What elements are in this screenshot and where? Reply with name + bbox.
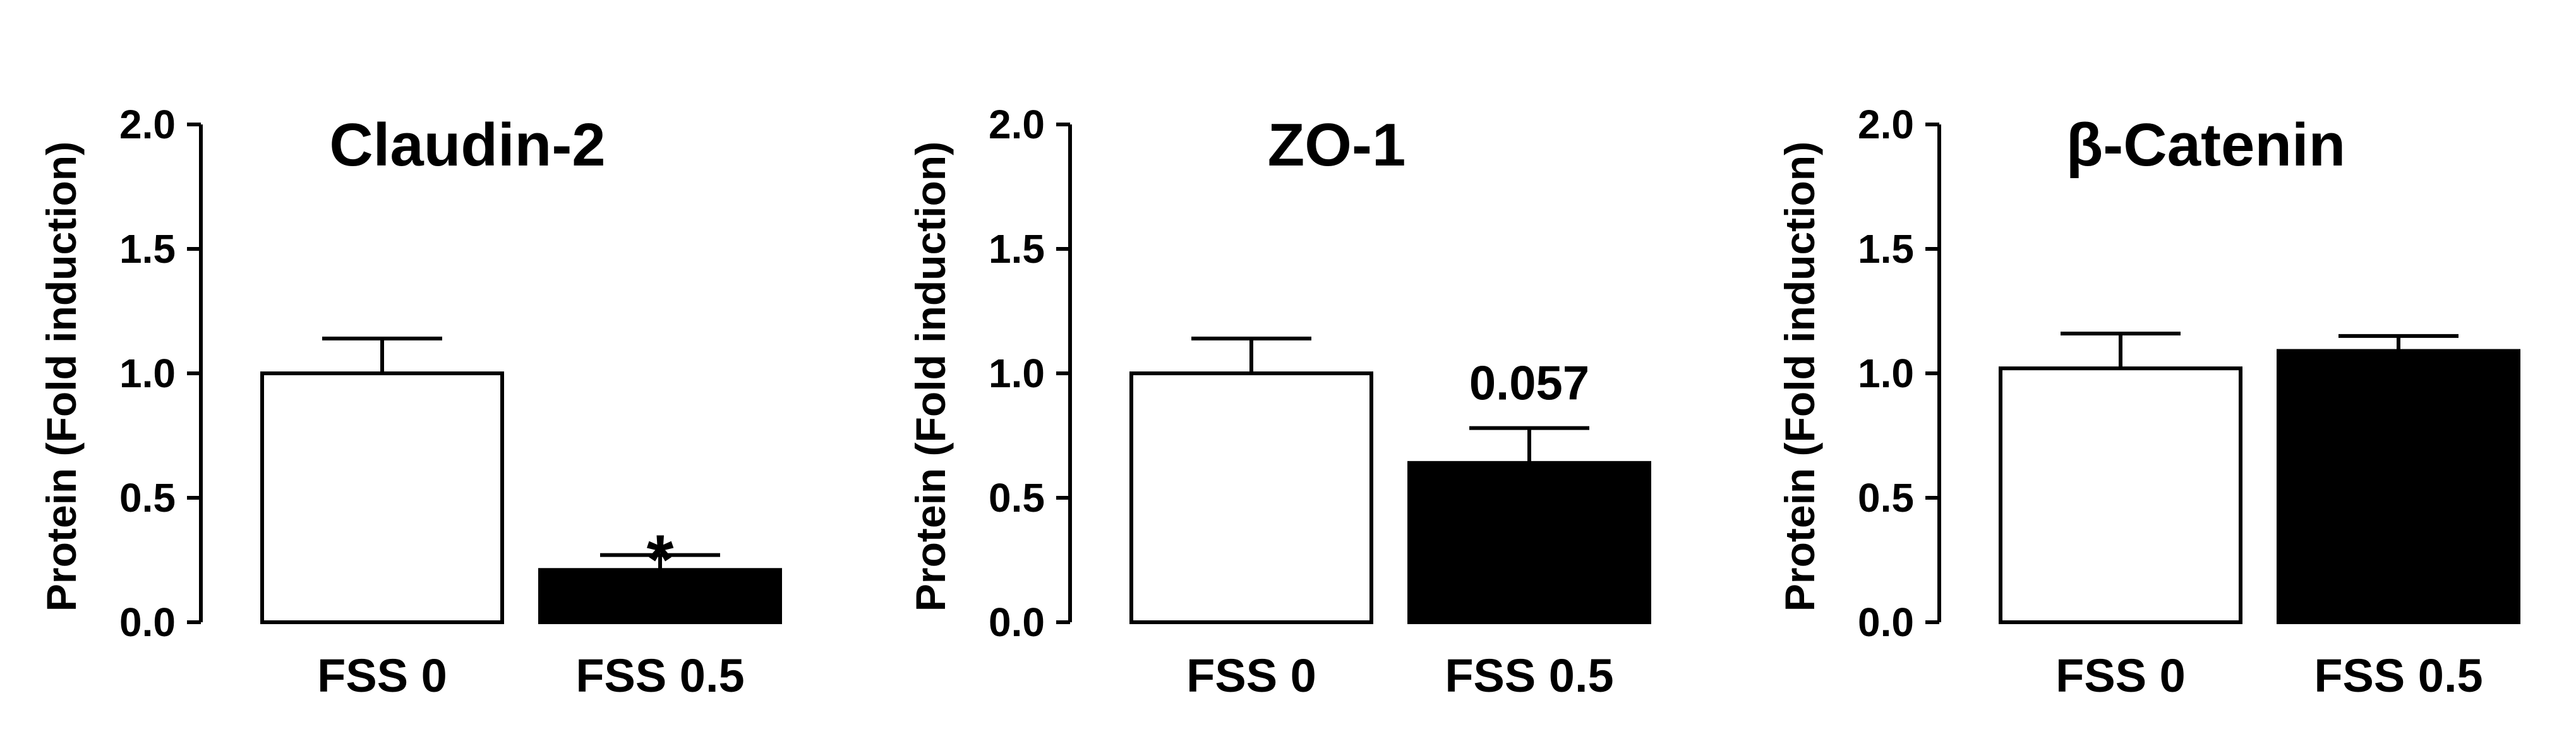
x-tick-label: FSS 0.5 (1445, 649, 1613, 702)
x-tick-label: FSS 0.5 (575, 649, 744, 702)
significance-annotation: * (647, 521, 674, 599)
y-axis-label: Protein (Fold induction) (1776, 142, 1823, 611)
x-tick-label: FSS 0 (2055, 649, 2186, 702)
y-tick-label: 1.5 (119, 226, 176, 272)
chart-panel-3: β-Catenin Protein (Fold induction) 0.0 0.5 1… (1776, 102, 2520, 702)
y-tick-label: 1.0 (119, 351, 176, 396)
y-tick-label: 2.0 (1858, 102, 1914, 147)
chart-title: Claudin-2 (329, 111, 605, 179)
y-tick-label: 2.0 (989, 102, 1045, 147)
y-tick-label: 0.5 (989, 475, 1045, 521)
y-tick-label: 0.0 (1858, 599, 1914, 645)
chart-title: ZO-1 (1268, 111, 1406, 179)
bar-fss-0-5 (1407, 461, 1651, 625)
y-tick-label: 0.5 (119, 475, 176, 521)
x-tick-label: FSS 0 (1186, 649, 1316, 702)
y-axis-label: Protein (Fold induction) (907, 142, 954, 611)
y-axis-label: Protein (Fold induction) (38, 142, 85, 611)
y-tick-label: 0.0 (989, 599, 1045, 645)
chart-panel-1: Claudin-2 Protein (Fold induction) 0.0 0.5 1… (38, 102, 782, 702)
y-tick-label: 2.0 (119, 102, 176, 147)
bar-fss-0-5 (2277, 349, 2520, 624)
y-tick-label: 1.5 (989, 226, 1045, 272)
x-tick-label: FSS 0 (317, 649, 447, 702)
y-tick-label: 1.5 (1858, 226, 1914, 272)
x-tick-label: FSS 0.5 (2314, 649, 2483, 702)
chart-title: β-Catenin (2066, 111, 2346, 179)
y-tick-label: 0.0 (119, 599, 176, 645)
bar-fss-0 (1999, 366, 2242, 624)
y-tick-label: 1.0 (989, 351, 1045, 396)
bar-fss-0-5 (538, 568, 782, 625)
chart-panel-2: ZO-1 Protein (Fold induction) 0.0 0.5 1.0 1.5… (907, 102, 1651, 702)
significance-annotation: 0.057 (1469, 357, 1589, 411)
y-tick-label: 0.5 (1858, 475, 1914, 521)
bar-fss-0 (260, 371, 504, 624)
bar-fss-0 (1129, 371, 1373, 624)
y-tick-label: 1.0 (1858, 351, 1914, 396)
